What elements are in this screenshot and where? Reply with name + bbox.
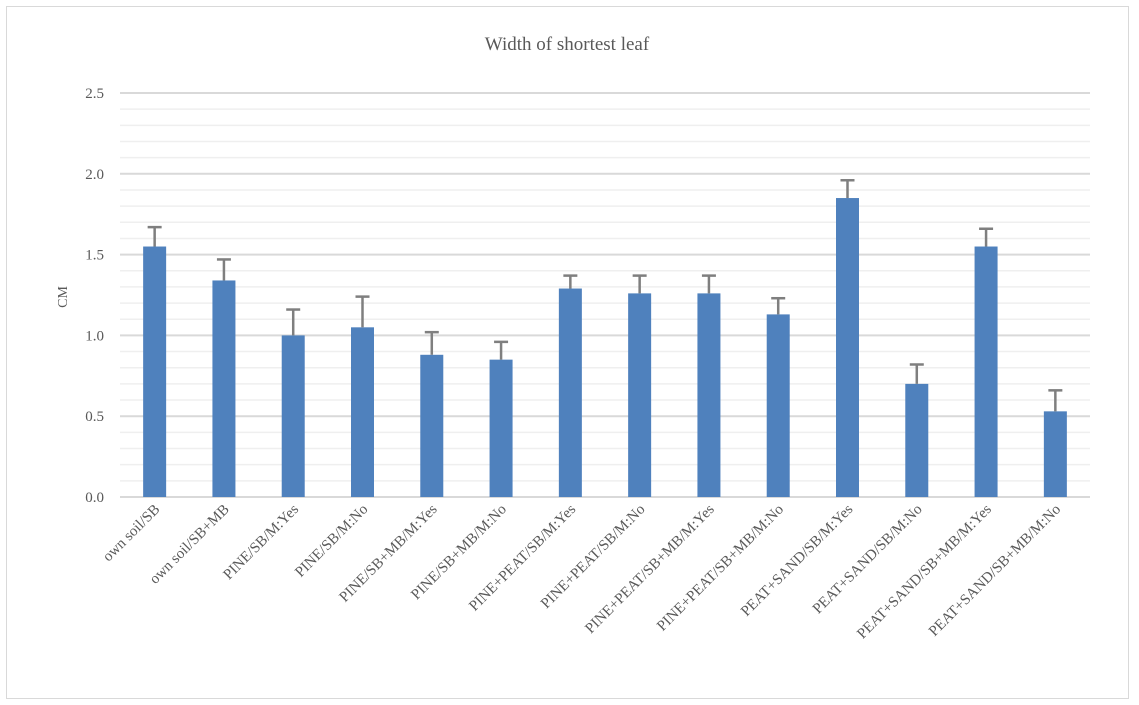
bar xyxy=(974,246,998,497)
x-tick-label: PEAT+SAND/SB/M:Yes xyxy=(738,501,856,619)
bar xyxy=(766,314,790,497)
bar xyxy=(281,335,305,497)
bar xyxy=(489,359,513,497)
error-bar xyxy=(632,274,647,294)
x-tick-label: own soil/SB xyxy=(100,502,163,565)
bar xyxy=(351,327,374,497)
x-tick-label: PEAT+SAND/SB+MB/M:Yes xyxy=(854,501,995,642)
bar xyxy=(1043,411,1067,497)
x-tick-label: PINE+PEAT/SB+MB/M:Yes xyxy=(582,501,717,636)
x-tick-label: PINE+PEAT/SB+MB/M:No xyxy=(654,502,787,635)
bar xyxy=(836,198,859,498)
error-bar xyxy=(909,363,924,384)
y-tick-label: 0.5 xyxy=(85,409,104,425)
bar xyxy=(420,354,444,497)
error-bar xyxy=(286,308,301,336)
error-bar xyxy=(147,225,162,247)
bar xyxy=(212,280,236,497)
error-bar xyxy=(563,274,578,289)
x-tick-label: PINE/SB/M:Yes xyxy=(220,501,302,583)
bar xyxy=(558,288,582,497)
y-tick-label: 2.5 xyxy=(85,86,104,102)
error-bar xyxy=(701,274,716,294)
error-bar xyxy=(979,227,994,247)
y-tick-label: 0.0 xyxy=(85,490,104,506)
error-bar xyxy=(355,295,370,328)
error-bar xyxy=(494,340,509,360)
x-tick-label: PINE/SB/M:No xyxy=(292,502,371,581)
error-bar xyxy=(840,179,855,199)
error-bars xyxy=(147,179,1063,412)
error-bar xyxy=(1048,389,1063,412)
bar xyxy=(905,383,929,497)
error-bar xyxy=(771,296,786,315)
x-tick-label: PEAT+SAND/SB+MB/M:No xyxy=(926,502,1064,640)
y-axis-label: CM xyxy=(56,286,71,308)
bars xyxy=(143,198,1067,498)
chart-title: Width of shortest leaf xyxy=(485,34,650,55)
error-bar xyxy=(216,258,231,281)
bar xyxy=(143,246,167,497)
gridlines xyxy=(120,92,1090,498)
y-tick-label: 1.0 xyxy=(85,328,104,344)
bar xyxy=(628,293,652,497)
y-tick-label: 2.0 xyxy=(85,167,104,183)
error-bar xyxy=(424,330,439,355)
bar xyxy=(697,293,721,497)
y-tick-label: 1.5 xyxy=(85,248,104,264)
y-tick-labels: 0.0 0.5 1.0 1.5 2.0 2.5 xyxy=(85,86,104,506)
